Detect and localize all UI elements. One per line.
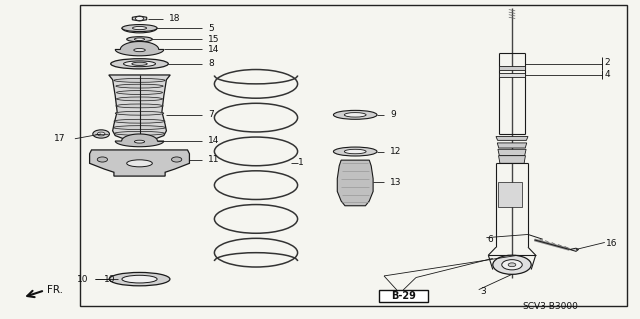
Ellipse shape — [116, 104, 163, 108]
Ellipse shape — [127, 37, 152, 42]
Ellipse shape — [127, 160, 152, 167]
Circle shape — [97, 132, 105, 136]
Text: 16: 16 — [606, 239, 618, 248]
Ellipse shape — [113, 126, 166, 130]
Polygon shape — [109, 75, 170, 139]
Polygon shape — [498, 149, 526, 156]
Polygon shape — [115, 41, 164, 56]
Text: 3: 3 — [480, 287, 486, 296]
Polygon shape — [496, 137, 528, 140]
Polygon shape — [90, 150, 189, 176]
Text: 10: 10 — [104, 275, 115, 284]
Bar — [499, 66, 525, 70]
Ellipse shape — [115, 131, 164, 135]
Ellipse shape — [111, 59, 168, 69]
Text: B-29: B-29 — [391, 291, 415, 301]
Polygon shape — [337, 160, 373, 206]
Text: 14: 14 — [208, 137, 220, 145]
Text: 15: 15 — [208, 35, 220, 44]
Text: 6: 6 — [488, 235, 493, 244]
Text: 4: 4 — [605, 70, 611, 79]
Circle shape — [172, 157, 182, 162]
Text: 18: 18 — [169, 14, 180, 23]
Text: 7: 7 — [208, 110, 214, 119]
Ellipse shape — [134, 38, 145, 41]
Text: 1: 1 — [298, 158, 303, 167]
Text: FR.: FR. — [47, 285, 63, 295]
Polygon shape — [132, 16, 147, 21]
Ellipse shape — [122, 275, 157, 283]
Text: 2: 2 — [605, 58, 611, 67]
Ellipse shape — [132, 62, 147, 65]
Polygon shape — [115, 134, 164, 147]
Ellipse shape — [333, 110, 377, 119]
Polygon shape — [499, 156, 525, 163]
Circle shape — [493, 255, 531, 274]
Ellipse shape — [116, 97, 163, 101]
Text: 10: 10 — [77, 275, 88, 284]
Circle shape — [93, 130, 109, 138]
Ellipse shape — [122, 25, 157, 32]
Text: 8: 8 — [208, 59, 214, 68]
Ellipse shape — [134, 48, 145, 52]
Circle shape — [508, 263, 516, 267]
Ellipse shape — [116, 91, 163, 94]
Text: 11: 11 — [208, 155, 220, 164]
Bar — [80, 5, 627, 306]
Text: 5: 5 — [208, 24, 214, 33]
Text: SCV3-B3000: SCV3-B3000 — [522, 302, 579, 311]
Ellipse shape — [333, 147, 377, 156]
Bar — [499, 73, 525, 77]
Circle shape — [502, 260, 522, 270]
Ellipse shape — [109, 272, 170, 286]
Ellipse shape — [124, 61, 156, 67]
Text: 17: 17 — [54, 134, 66, 143]
Ellipse shape — [115, 111, 164, 115]
Text: 13: 13 — [390, 178, 402, 187]
Bar — [379, 290, 428, 302]
Bar — [498, 182, 522, 207]
Circle shape — [97, 157, 108, 162]
Ellipse shape — [134, 140, 145, 143]
Text: 14: 14 — [208, 45, 220, 54]
Ellipse shape — [114, 119, 165, 123]
Ellipse shape — [344, 113, 366, 117]
Text: 12: 12 — [390, 147, 402, 156]
Circle shape — [136, 16, 144, 21]
Polygon shape — [497, 143, 527, 148]
Ellipse shape — [344, 149, 366, 154]
Ellipse shape — [132, 26, 147, 30]
Ellipse shape — [116, 84, 163, 88]
Polygon shape — [570, 248, 579, 251]
Ellipse shape — [114, 78, 165, 82]
Text: 9: 9 — [390, 110, 396, 119]
